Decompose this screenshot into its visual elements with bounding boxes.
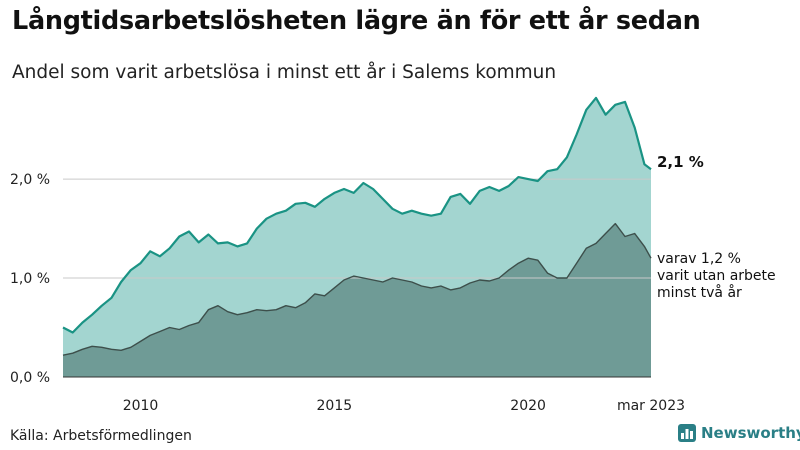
y-tick-label: 0,0 % — [10, 370, 50, 386]
long-end-label-line: varav 1,2 % — [657, 251, 741, 267]
chart-title: Långtidsarbetslösheten lägre än för ett … — [12, 6, 701, 36]
series-total-line — [62, 96, 652, 334]
x-tick-label: 2010 — [123, 398, 159, 414]
newsworthy-logo-icon — [678, 424, 696, 442]
chart-subtitle: Andel som varit arbetslösa i minst ett å… — [12, 62, 557, 83]
y-tick-label: 1,0 % — [10, 271, 50, 287]
series-long-line — [62, 222, 652, 356]
y-tick-label: 2,0 % — [10, 172, 50, 188]
x-tick-label: mar 2023 — [617, 398, 685, 414]
x-tick-label: 2015 — [317, 398, 353, 414]
long-end-label-line: minst två år — [657, 284, 742, 301]
series-long-area — [63, 223, 651, 377]
brand-name: Newsworthy — [701, 424, 800, 442]
total-end-label: 2,1 % — [657, 153, 704, 171]
long-end-label-line: varit utan arbete — [657, 268, 776, 284]
chart-area: 0,0 % 1,0 % 2,0 % 2010 2015 2020 mar 2023 2,1 %… — [10, 96, 776, 414]
source-note: Källa: Arbetsförmedlingen — [10, 428, 192, 444]
brand-logo: Newsworthy — [678, 424, 800, 442]
x-tick-label: 2020 — [510, 398, 546, 414]
